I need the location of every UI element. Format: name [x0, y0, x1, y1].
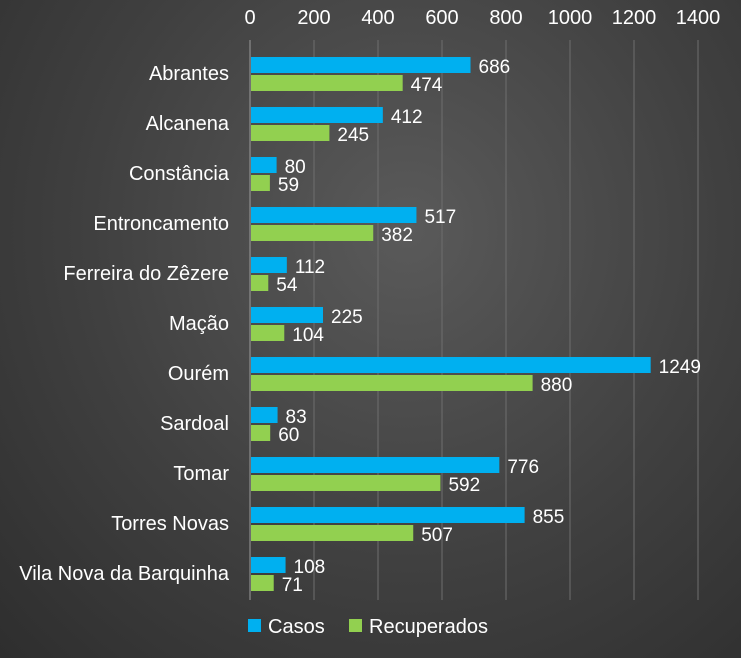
gridlines: [313, 40, 699, 600]
legend-swatch-casos: [248, 619, 261, 632]
category-label: Mação: [169, 313, 229, 335]
category-label: Ourém: [168, 363, 229, 385]
bar-casos: [251, 107, 383, 123]
data-label-recuperados: 880: [541, 375, 573, 396]
data-label-recuperados: 59: [278, 175, 299, 196]
bars: [251, 57, 651, 591]
bar-casos: [251, 507, 525, 523]
data-label-casos: 855: [533, 507, 565, 528]
data-label-casos: 112: [295, 257, 325, 278]
data-label-casos: 1249: [659, 357, 701, 378]
data-label-casos: 776: [507, 457, 539, 478]
data-label-casos: 517: [424, 207, 456, 228]
legend-swatch-recuperados: [349, 619, 362, 632]
x-tick-label: 1200: [612, 7, 657, 29]
data-label-casos: 108: [294, 557, 326, 578]
data-label-recuperados: 507: [421, 525, 453, 546]
bar-casos: [251, 207, 417, 223]
bar-recuperados: [251, 75, 403, 91]
category-label: Sardoal: [160, 413, 229, 435]
category-label: Torres Novas: [111, 513, 229, 535]
data-label-recuperados: 474: [411, 75, 443, 96]
x-axis-ticks: 0 200 400 600 800 1000 1200 1400: [244, 7, 720, 29]
data-label-casos: 225: [331, 307, 363, 328]
bar-casos: [251, 407, 278, 423]
bar-casos: [251, 57, 471, 73]
data-label-recuperados: 592: [448, 475, 480, 496]
bar-recuperados: [251, 475, 441, 491]
bar-recuperados: [251, 225, 374, 241]
bar-recuperados: [251, 275, 269, 291]
bar-casos: [251, 307, 323, 323]
category-label: Abrantes: [149, 63, 229, 85]
bar-recuperados: [251, 575, 274, 591]
data-label-recuperados: 71: [282, 575, 303, 596]
data-label-casos: 686: [479, 57, 511, 78]
bar-recuperados: [251, 525, 414, 541]
data-label-casos: 412: [391, 107, 423, 128]
x-tick-label: 800: [489, 7, 522, 29]
data-label-casos: 80: [285, 157, 306, 178]
data-label-recuperados: 54: [276, 275, 298, 296]
bar-recuperados: [251, 425, 271, 441]
category-label: Vila Nova da Barquinha: [19, 563, 230, 585]
bar-casos: [251, 157, 277, 173]
bar-recuperados: [251, 325, 285, 341]
category-label: Alcanena: [146, 113, 230, 135]
category-labels: Abrantes Alcanena Constância Entroncamento F…: [19, 63, 230, 585]
data-label-recuperados: 60: [278, 425, 299, 446]
category-label: Tomar: [173, 463, 229, 485]
legend: Casos Recuperados: [248, 616, 488, 638]
legend-label-casos: Casos: [268, 616, 325, 638]
bar-casos: [251, 357, 651, 373]
bar-recuperados: [251, 175, 270, 191]
bar-casos: [251, 457, 500, 473]
data-label-recuperados: 104: [292, 325, 324, 346]
bar-casos: [251, 557, 286, 573]
legend-label-recuperados: Recuperados: [369, 616, 488, 638]
x-tick-label: 0: [244, 7, 255, 29]
x-tick-label: 1000: [548, 7, 593, 29]
bar-recuperados: [251, 375, 533, 391]
data-label-recuperados: 245: [337, 125, 369, 146]
x-tick-label: 1400: [676, 7, 721, 29]
x-tick-label: 200: [297, 7, 330, 29]
bar-casos: [251, 257, 287, 273]
data-label-recuperados: 382: [381, 225, 413, 246]
bar-recuperados: [251, 125, 330, 141]
x-tick-label: 600: [425, 7, 458, 29]
category-label: Constância: [129, 163, 230, 185]
category-label: Ferreira do Zêzere: [63, 263, 229, 285]
data-label-casos: 83: [286, 407, 307, 428]
x-tick-label: 400: [361, 7, 394, 29]
category-label: Entroncamento: [93, 213, 229, 235]
